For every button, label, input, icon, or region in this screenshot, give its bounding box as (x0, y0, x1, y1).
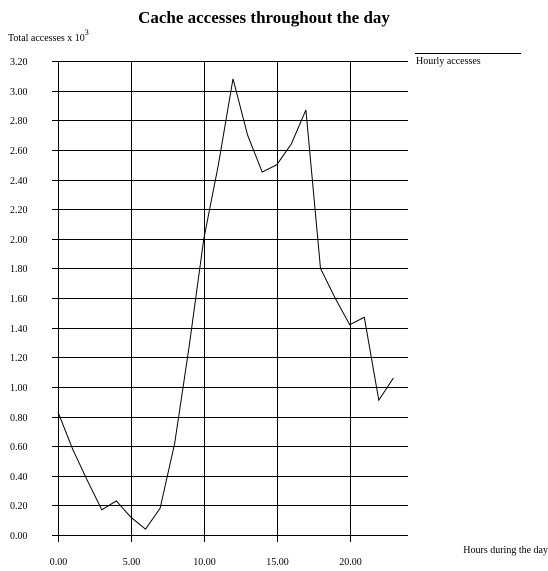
x-tick-labels: 0.00 5.00 10.00 15.00 20.00 (50, 557, 362, 568)
y-tick-label: 0.20 (10, 501, 28, 512)
series-line (57, 78, 394, 530)
y-tick-label: 1.00 (10, 383, 28, 394)
y-tick-label: 2.80 (10, 116, 28, 127)
y-tick-label: 1.20 (10, 353, 28, 364)
series-lines (57, 78, 394, 530)
x-tick-label: 10.00 (193, 557, 216, 568)
y-tick-label: 3.00 (10, 87, 28, 98)
y-tick-labels: 0.00 0.20 0.40 0.60 0.80 1.00 1.20 1.40 1.60 1.80… (10, 57, 28, 542)
legend: Hourly accesses (415, 53, 521, 67)
y-tick-label: 0.40 (10, 472, 28, 483)
y-axis-label-exponent: 3 (85, 28, 89, 37)
y-tick-label: 2.40 (10, 176, 28, 187)
chart-title: Cache accesses throughout the day (138, 8, 390, 27)
legend-label: Hourly accesses (416, 56, 481, 67)
y-tick-label: 2.20 (10, 205, 28, 216)
y-axis-label: Total accesses x 103 (8, 28, 89, 44)
y-axis-label-base: Total accesses x 10 (8, 33, 85, 44)
y-tick-label: 1.40 (10, 324, 28, 335)
x-tick-label: 5.00 (123, 557, 141, 568)
y-tick-label: 2.60 (10, 146, 28, 157)
x-tick-label: 20.00 (339, 557, 362, 568)
y-tick-label: 3.20 (10, 57, 28, 68)
y-tick-label: 0.00 (10, 531, 28, 542)
grid (52, 61, 408, 542)
y-tick-label: 0.80 (10, 413, 28, 424)
y-tick-label: 0.60 (10, 442, 28, 453)
x-tick-label: 0.00 (50, 557, 68, 568)
x-axis-label: Hours during the day (463, 545, 548, 556)
y-tick-label: 1.60 (10, 294, 28, 305)
y-tick-label: 1.80 (10, 264, 28, 275)
x-tick-label: 15.00 (266, 557, 289, 568)
y-tick-label: 2.00 (10, 235, 28, 246)
